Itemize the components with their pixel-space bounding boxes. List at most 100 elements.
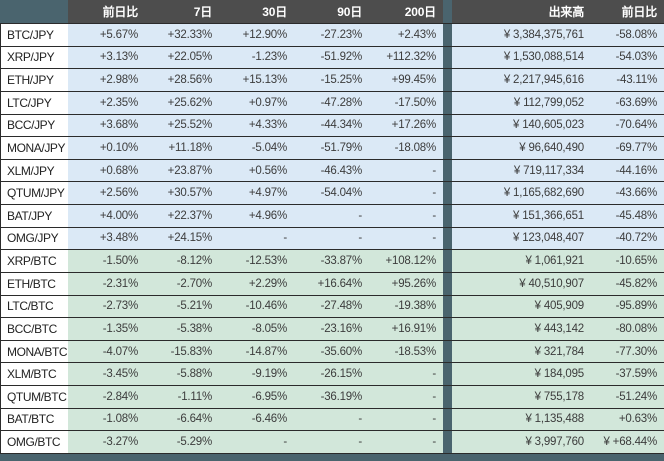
pct-cell: -6.64% <box>145 408 219 431</box>
section-divider <box>443 24 452 46</box>
pair-cell: XRP/JPY <box>0 46 68 69</box>
pct-cell: -46.43% <box>294 159 369 182</box>
pct-cell: -23.16% <box>294 318 369 340</box>
pct-cell: - <box>294 431 369 453</box>
header-corner <box>0 0 68 23</box>
pct-cell: +0.97% <box>219 91 294 114</box>
volume-cell: ¥ 1,530,088,514 <box>452 46 590 69</box>
pct-cell: +17.26% <box>369 114 443 137</box>
change-cell: -10.65% <box>590 250 664 272</box>
pct-cell: -5.04% <box>219 137 294 159</box>
pair-cell: BCC/JPY <box>0 114 68 137</box>
column-header: 90日 <box>337 5 362 19</box>
volume-cell: ¥ 321,784 <box>452 340 590 363</box>
pair-cell: XRP/BTC <box>0 250 68 272</box>
pct-cell: -27.48% <box>294 295 369 318</box>
volume-cell: ¥ 123,048,407 <box>452 227 590 250</box>
bottom-band <box>0 454 664 461</box>
table-row: BTC/JPY +5.67% +32.33% +12.90% -27.23% +2.43%… <box>0 24 664 47</box>
pct-cell: -2.70% <box>145 272 219 295</box>
section-divider <box>443 114 452 137</box>
pct-cell: -2.84% <box>68 386 145 408</box>
section-divider <box>443 205 452 227</box>
section-divider <box>443 386 452 408</box>
pct-cell: -1.11% <box>145 386 219 408</box>
table-row: BCC/JPY +3.68% +25.52% +4.33% -44.34% +17.26%… <box>0 114 664 138</box>
table-row: OMG/BTC -3.27% -5.29% - - - ¥ 3,997,760 ¥ +68.4… <box>0 431 664 454</box>
volume-cell: ¥ 1,061,921 <box>452 250 590 272</box>
pct-cell: +95.26% <box>369 272 443 295</box>
header-row: 前日比 7日 30日 90日 200日 出来高 前日比 <box>0 0 664 24</box>
pct-cell: -15.83% <box>145 340 219 363</box>
change-cell: -45.82% <box>590 272 664 295</box>
pct-cell: - <box>219 431 294 453</box>
pair-cell: OMG/BTC <box>0 431 68 453</box>
pct-cell: -2.73% <box>68 295 145 318</box>
table-row: XRP/JPY +3.13% +22.05% -1.23% -51.92% +112.32… <box>0 46 664 70</box>
volume-cell: ¥ 151,366,651 <box>452 205 590 227</box>
column-header: 200日 <box>404 5 436 19</box>
pct-cell: +0.10% <box>68 137 145 159</box>
pct-cell: -27.23% <box>294 24 369 46</box>
section-divider <box>443 182 452 204</box>
section-divider <box>443 250 452 272</box>
pct-cell: +22.37% <box>145 205 219 227</box>
pct-cell: -17.50% <box>369 91 443 114</box>
section-divider <box>443 0 452 23</box>
change-cell: -43.66% <box>590 182 664 204</box>
pair-cell: BCC/BTC <box>0 318 68 340</box>
pct-cell: +3.48% <box>68 227 145 250</box>
pct-cell: +11.18% <box>145 137 219 159</box>
pct-cell: +12.90% <box>219 24 294 46</box>
pct-cell: -9.19% <box>219 363 294 385</box>
pct-cell: -33.87% <box>294 250 369 272</box>
change-cell: -77.30% <box>590 340 664 363</box>
section-divider <box>443 227 452 250</box>
section-divider <box>443 137 452 159</box>
pct-cell: +2.29% <box>219 272 294 295</box>
pct-cell: +99.45% <box>369 69 443 91</box>
volume-cell: ¥ 40,510,907 <box>452 272 590 295</box>
pct-cell: -35.60% <box>294 340 369 363</box>
section-divider <box>443 408 452 431</box>
change-cell: -43.11% <box>590 69 664 91</box>
pair-cell: XLM/JPY <box>0 159 68 182</box>
change-cell: ¥ +68.44% <box>590 431 664 453</box>
pct-cell: -1.35% <box>68 318 145 340</box>
pct-cell: - <box>219 227 294 250</box>
pct-cell: -5.88% <box>145 363 219 385</box>
column-header: 前日比 <box>102 5 139 19</box>
pct-cell: -6.95% <box>219 386 294 408</box>
pct-cell: -10.46% <box>219 295 294 318</box>
table-row: OMG/JPY +3.48% +24.15% - - - ¥ 123,048,407 -40.… <box>0 227 664 251</box>
pct-cell: -14.87% <box>219 340 294 363</box>
pct-cell: +4.97% <box>219 182 294 204</box>
pct-cell: - <box>369 182 443 204</box>
pct-cell: +2.56% <box>68 182 145 204</box>
pct-cell: -12.53% <box>219 250 294 272</box>
pct-cell: +25.62% <box>145 91 219 114</box>
column-header-change: 前日比 <box>621 5 658 19</box>
pct-cell: +30.57% <box>145 182 219 204</box>
pct-cell: +4.96% <box>219 205 294 227</box>
pct-cell: +4.00% <box>68 205 145 227</box>
pct-cell: -5.38% <box>145 318 219 340</box>
pct-cell: +22.05% <box>145 46 219 69</box>
pct-cell: +0.56% <box>219 159 294 182</box>
pct-cell: -3.45% <box>68 363 145 385</box>
pct-cell: -1.23% <box>219 46 294 69</box>
table-row: BCC/BTC -1.35% -5.38% -8.05% -23.16% +16.91% ¥… <box>0 318 664 341</box>
pct-cell: - <box>294 408 369 431</box>
section-divider <box>443 295 452 318</box>
pct-cell: - <box>369 431 443 453</box>
section-divider <box>443 431 452 453</box>
change-cell: -63.69% <box>590 91 664 114</box>
section-divider <box>443 318 452 340</box>
volume-cell: ¥ 96,640,490 <box>452 137 590 159</box>
pct-cell: -15.25% <box>294 69 369 91</box>
pct-cell: - <box>369 386 443 408</box>
pct-cell: -54.04% <box>294 182 369 204</box>
column-header-volume: 出来高 <box>548 5 585 19</box>
section-divider <box>443 159 452 182</box>
